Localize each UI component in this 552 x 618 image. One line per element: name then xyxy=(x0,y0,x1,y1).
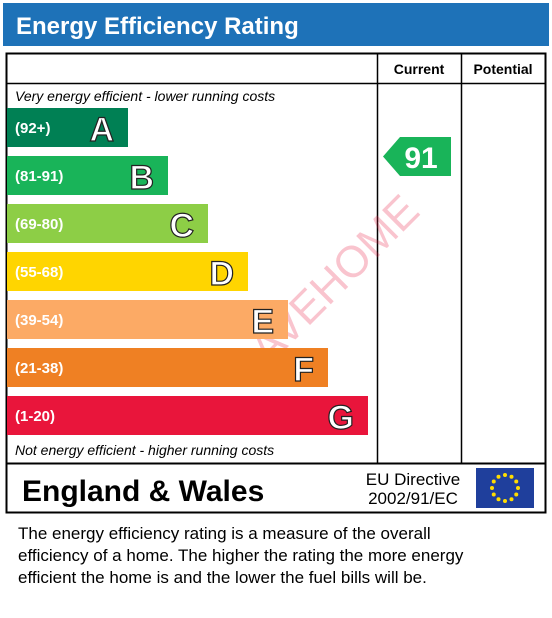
star xyxy=(516,486,520,490)
star xyxy=(491,479,496,484)
band-letter: E xyxy=(251,303,274,341)
table-border xyxy=(5,52,547,514)
star xyxy=(496,474,501,479)
directive: EU Directive xyxy=(366,470,460,489)
watermark: AVEHOME xyxy=(241,186,429,374)
directive: 2002/91/EC xyxy=(368,489,458,508)
title: Energy Efficiency Rating xyxy=(16,13,299,40)
band-letter: F xyxy=(293,351,314,389)
band-letter: C xyxy=(169,207,194,245)
star xyxy=(496,497,501,502)
star xyxy=(490,486,494,490)
description-line: The energy efficiency rating is a measur… xyxy=(18,524,431,543)
band xyxy=(7,108,128,147)
band-range: (39-54) xyxy=(15,312,63,329)
band xyxy=(7,252,248,291)
top-note: Very energy efficient - lower running co… xyxy=(15,88,275,104)
star xyxy=(503,473,507,477)
star xyxy=(509,474,514,479)
band-range: (69-80) xyxy=(15,216,63,233)
star xyxy=(509,497,514,502)
band-range: (55-68) xyxy=(15,264,63,281)
band xyxy=(7,300,288,339)
band xyxy=(7,396,368,435)
description-line: efficiency of a home. The higher the rat… xyxy=(18,546,464,565)
band xyxy=(7,156,168,195)
band-letter: B xyxy=(129,159,154,197)
eu-stars xyxy=(490,473,520,503)
column-header: Current xyxy=(394,61,445,77)
band-range: (92+) xyxy=(15,120,50,137)
current-value: 91 xyxy=(404,142,437,175)
star xyxy=(514,479,519,484)
band-range: (21-38) xyxy=(15,360,63,377)
current-arrow xyxy=(383,137,451,176)
star xyxy=(514,492,519,497)
column-header: Potential xyxy=(473,61,532,77)
region: England & Wales xyxy=(22,475,264,508)
band-letter: G xyxy=(328,399,354,437)
band xyxy=(7,204,208,243)
band-range: (1-20) xyxy=(15,408,55,425)
bottom-note: Not energy efficient - higher running co… xyxy=(15,442,274,458)
description-line: efficient the home is and the lower the … xyxy=(18,568,427,587)
star xyxy=(491,492,496,497)
title-bar xyxy=(3,3,549,46)
band-letter: D xyxy=(209,255,234,293)
band xyxy=(7,348,328,387)
star xyxy=(503,499,507,503)
band-letter: A xyxy=(89,111,114,149)
band-range: (81-91) xyxy=(15,168,63,185)
